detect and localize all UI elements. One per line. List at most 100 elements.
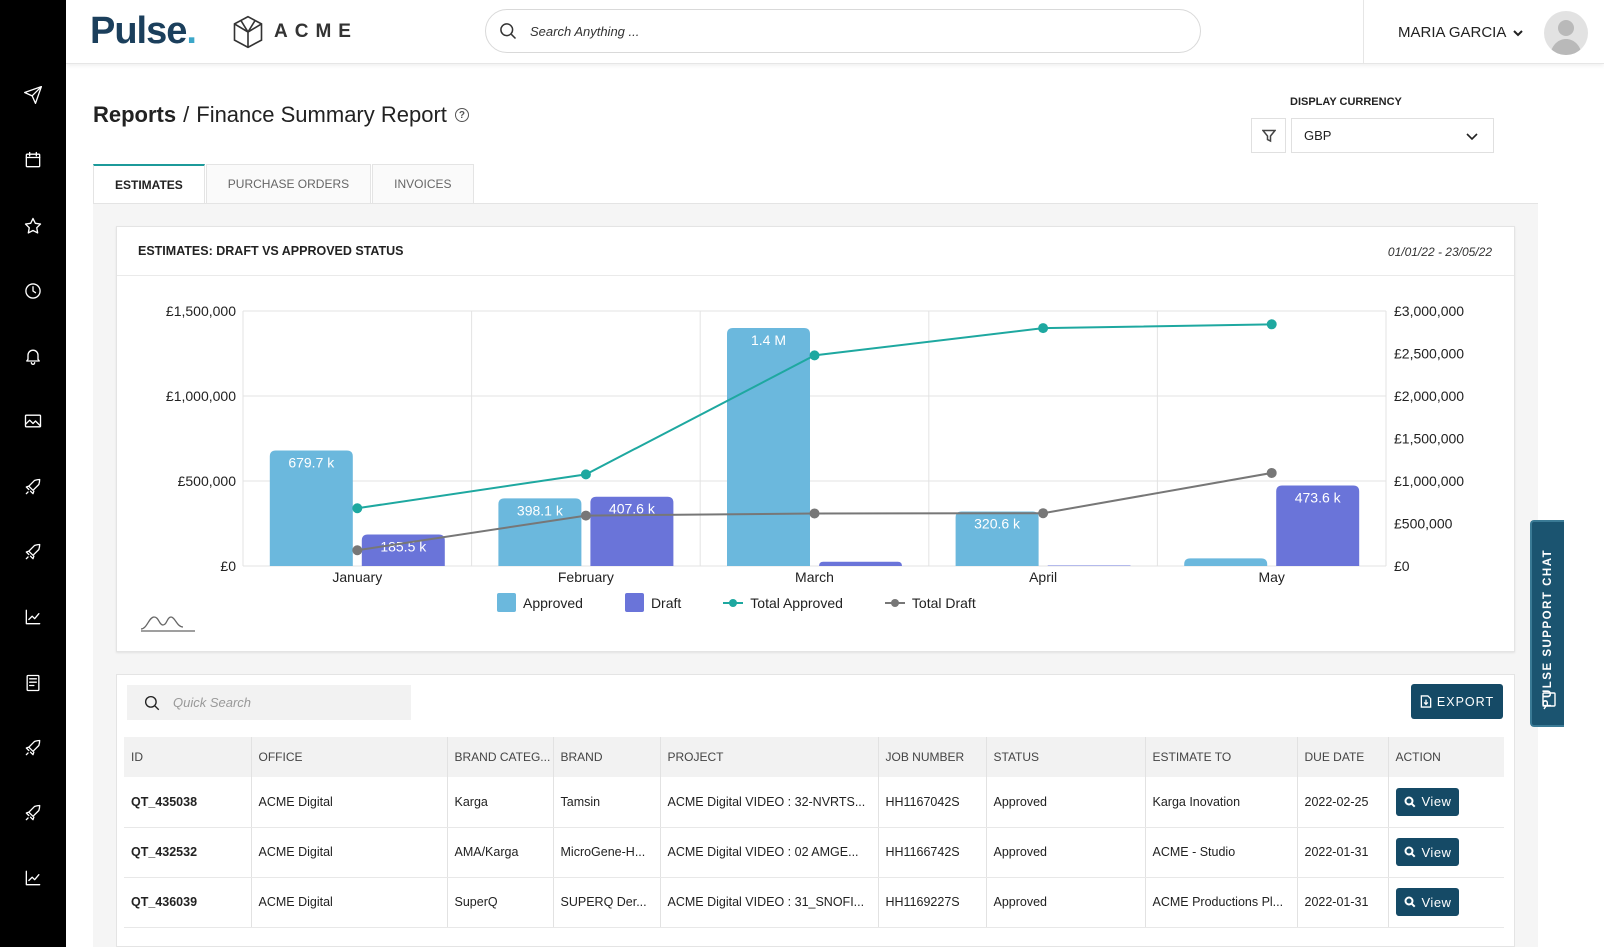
- cell-estimate-to: ACME Productions Pl...: [1145, 877, 1298, 928]
- global-search[interactable]: [485, 9, 1201, 53]
- legend-swatch-draft: [624, 593, 644, 612]
- cell-estimate-to: Karga Inovation: [1145, 777, 1298, 828]
- column-header-brand-category[interactable]: BRAND CATEG...: [447, 737, 554, 777]
- quick-search-input[interactable]: [173, 695, 393, 710]
- export-button[interactable]: EXPORT: [1411, 684, 1503, 719]
- point-total-draft: [352, 545, 363, 556]
- view-button[interactable]: View: [1395, 888, 1460, 916]
- cell-id: QT_436039: [124, 877, 252, 928]
- column-header-brand[interactable]: BRAND: [553, 737, 661, 777]
- trending-chart-icon[interactable]: [21, 605, 45, 629]
- cell-action: View: [1388, 777, 1504, 828]
- quick-search[interactable]: [127, 685, 411, 720]
- chat-icon: [1541, 692, 1557, 710]
- view-button[interactable]: View: [1395, 787, 1460, 816]
- estimates-table-card: EXPORT ID OFFICE BRAND CATEG... BRAND PR…: [116, 674, 1515, 947]
- estimates-table: ID OFFICE BRAND CATEG... BRAND PROJECT J…: [124, 737, 1504, 928]
- cell-office: ACME Digital: [251, 827, 448, 878]
- column-header-project[interactable]: PROJECT: [660, 737, 879, 777]
- chart-legend: Approved Draft Total Approved Total Draf…: [497, 593, 1018, 612]
- x-axis-tick-label: April: [1029, 569, 1057, 585]
- estimates-chart: £0 £500,000 £1,000,000 £1,500,000 £0 £500,000…: [166, 303, 1464, 585]
- cell-project: ACME Digital VIDEO : 32-NVRTS...: [660, 777, 879, 828]
- bar-value-label: 185.5 k: [380, 538, 427, 554]
- tab-estimates[interactable]: ESTIMATES: [93, 164, 205, 204]
- bar-draft: [819, 561, 902, 566]
- bell-icon[interactable]: [21, 344, 45, 368]
- top-bar: Pulse. ACME MARIA GARCIA: [66, 0, 1604, 64]
- column-header-due-date[interactable]: DUE DATE: [1297, 737, 1389, 777]
- rocket-icon[interactable]: [21, 475, 45, 499]
- report-tabs: ESTIMATES PURCHASE ORDERS INVOICES: [93, 164, 475, 204]
- y-axis-right-tick-label: £2,500,000: [1394, 346, 1464, 362]
- cell-brand: SUPERQ Der...: [553, 877, 661, 928]
- column-header-estimate-to[interactable]: ESTIMATE TO: [1145, 737, 1298, 777]
- y-axis-left-tick-label: £1,000,000: [166, 388, 236, 404]
- table-row: QT_432532 ACME Digital AMA/Karga MicroGe…: [124, 827, 1504, 878]
- pulse-logo[interactable]: Pulse.: [90, 10, 197, 52]
- cell-job-number: HH1167042S: [878, 777, 987, 828]
- point-total-approved: [809, 350, 820, 361]
- column-header-office[interactable]: OFFICE: [251, 737, 448, 777]
- chart-date-range: 01/01/22 - 23/05/22: [1387, 245, 1492, 259]
- search-icon: [144, 695, 160, 710]
- chart-type-icon[interactable]: [139, 611, 197, 633]
- legend-label-total-approved: Total Approved: [750, 594, 843, 611]
- legend-item-approved[interactable]: Approved: [497, 593, 583, 612]
- table-header-row: ID OFFICE BRAND CATEG... BRAND PROJECT J…: [124, 737, 1504, 777]
- legend-item-draft[interactable]: Draft: [624, 593, 682, 612]
- send-icon[interactable]: [21, 83, 45, 107]
- tab-invoices[interactable]: INVOICES: [372, 164, 474, 203]
- cell-due-date: 2022-01-31: [1297, 877, 1389, 928]
- tab-purchase-orders[interactable]: PURCHASE ORDERS: [205, 164, 372, 203]
- search-icon: [1404, 896, 1415, 908]
- chart-title: ESTIMATES: DRAFT VS APPROVED STATUS: [138, 244, 404, 258]
- search-icon: [1404, 796, 1415, 808]
- bar-approved: [955, 511, 1039, 566]
- column-header-job-number[interactable]: JOB NUMBER: [878, 737, 987, 777]
- cell-project: ACME Digital VIDEO : 31_SNOFI...: [660, 877, 879, 928]
- y-axis-left-tick-label: £0: [220, 558, 236, 574]
- bar-approved: [498, 498, 582, 566]
- x-axis-tick-label: February: [558, 569, 614, 585]
- global-search-input[interactable]: [530, 23, 1130, 39]
- cell-project: ACME Digital VIDEO : 02 AMGE...: [660, 827, 879, 878]
- legend-item-total-draft[interactable]: Total Draft: [884, 594, 976, 611]
- cell-status: Approved: [986, 827, 1146, 878]
- calendar-icon[interactable]: [21, 148, 45, 172]
- rocket-icon[interactable]: [21, 736, 45, 760]
- support-chat-tab[interactable]: PULSE SUPPORT CHAT: [1530, 520, 1564, 727]
- breadcrumb-root[interactable]: Reports: [93, 102, 177, 127]
- trending-chart-icon[interactable]: [21, 866, 45, 890]
- bar-draft: [1276, 485, 1360, 566]
- point-total-draft: [580, 510, 591, 521]
- user-menu[interactable]: MARIA GARCIA: [1398, 24, 1524, 41]
- image-icon[interactable]: [21, 409, 45, 433]
- column-header-id[interactable]: ID: [124, 737, 252, 777]
- point-total-draft: [1266, 467, 1277, 478]
- legend-label-draft: Draft: [650, 594, 682, 611]
- bar-value-label: 1.4 M: [751, 332, 786, 348]
- topbar-divider: [1363, 0, 1364, 64]
- legend-label-total-draft: Total Draft: [911, 594, 976, 611]
- currency-select[interactable]: GBP: [1291, 118, 1494, 153]
- acme-logo-icon: [233, 15, 263, 49]
- legend-item-total-approved[interactable]: Total Approved: [723, 595, 843, 611]
- bar-value-label: 679.7 k: [288, 454, 335, 470]
- cell-status: Approved: [986, 777, 1146, 828]
- column-header-status[interactable]: STATUS: [986, 737, 1146, 777]
- x-axis-tick-label: January: [332, 569, 382, 585]
- rocket-icon[interactable]: [21, 540, 45, 564]
- help-icon[interactable]: ?: [454, 108, 469, 122]
- book-icon[interactable]: [21, 671, 45, 695]
- y-axis-right-tick-label: £2,000,000: [1394, 388, 1464, 404]
- acme-logo-text: ACME: [274, 21, 358, 42]
- avatar[interactable]: [1544, 11, 1588, 55]
- star-icon[interactable]: [21, 214, 45, 238]
- view-button[interactable]: View: [1395, 838, 1460, 866]
- rocket-icon[interactable]: [21, 801, 45, 825]
- filter-button[interactable]: [1251, 118, 1286, 153]
- point-total-approved: [352, 503, 363, 514]
- point-total-approved: [1038, 323, 1049, 334]
- clock-icon[interactable]: [21, 279, 45, 303]
